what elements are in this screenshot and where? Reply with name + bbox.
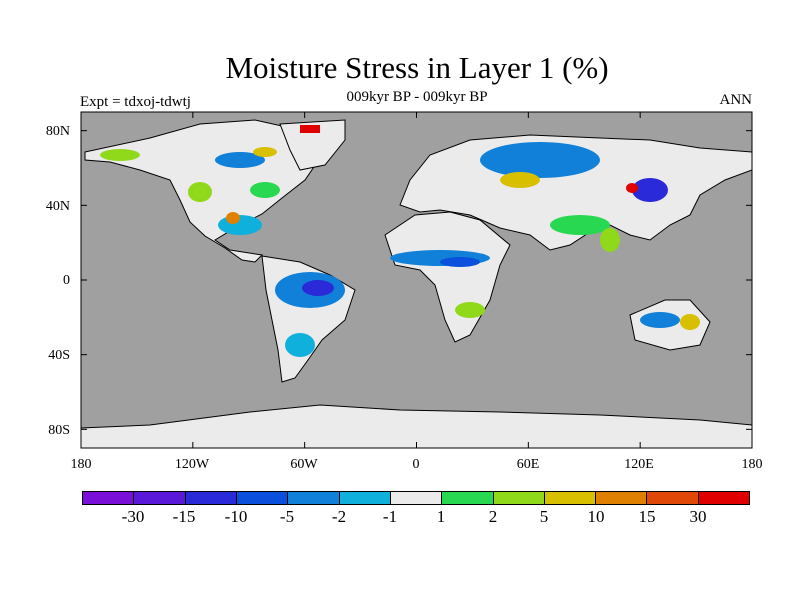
colorbar-swatch (185, 492, 237, 504)
y-tick-label: 0 (63, 273, 70, 288)
colorbar-label: -1 (382, 507, 398, 526)
landmass-antarctica (81, 404, 752, 448)
y-tick-label: 40N (45, 199, 70, 214)
landmass-greenland (279, 119, 346, 171)
colorbar-swatch (493, 492, 545, 504)
colorbar-swatch (288, 492, 340, 504)
colorbar-label: -5 (279, 507, 295, 526)
anomaly-mexico-orange (226, 212, 240, 224)
x-tick-label: 0 (412, 457, 420, 472)
anomaly-canada-yellow (253, 147, 277, 157)
anomaly-greenland-red (300, 125, 320, 133)
colorbar-swatch (390, 492, 443, 504)
y-tick-label: 80N (45, 124, 70, 139)
anomaly-patagonia (285, 333, 315, 357)
colorbar-label: 15 (638, 507, 656, 526)
anomaly-western-usa (188, 182, 212, 202)
colorbar (82, 491, 750, 505)
anomaly-australia-blue (640, 312, 680, 328)
anomaly-india (600, 228, 620, 252)
colorbar-swatch (544, 492, 597, 504)
anomaly-australia-yellow (680, 314, 700, 330)
experiment-label: Expt = tdxoj-tdwtj (80, 94, 191, 110)
colorbar-swatch (442, 492, 494, 504)
colorbar-swatch (647, 492, 699, 504)
colorbar-label: 1 (436, 507, 446, 526)
colorbar-label: 2 (488, 507, 498, 526)
colorbar-swatch (236, 492, 289, 504)
y-tick-label: 40S (48, 348, 70, 363)
x-tick-label: 180 (70, 457, 92, 472)
season-label: ANN (719, 92, 753, 108)
anomaly-southern-africa (455, 302, 485, 318)
colorbar-label: -10 (224, 507, 248, 526)
colorbar-swatch (83, 492, 135, 504)
x-tick-label: 60W (290, 457, 318, 472)
anomaly-eastern-usa (250, 182, 280, 198)
colorbar-label: -2 (331, 507, 347, 526)
anomaly-amazon-core (302, 280, 334, 296)
colorbar-label: 10 (587, 507, 605, 526)
y-tick-label: 80S (48, 423, 70, 438)
colorbar-label: -15 (172, 507, 196, 526)
anomaly-central-asia-yellow (500, 172, 540, 188)
colorbar-swatch (698, 492, 750, 504)
colorbar-swatch (596, 492, 648, 504)
x-tick-label: 180 (741, 457, 763, 472)
anomaly-tibet-green (550, 215, 610, 235)
map-subtitle: 009kyr BP - 009kyr BP (346, 89, 488, 105)
map-title: Moisture Stress in Layer 1 (%) (225, 50, 609, 85)
colorbar-label: 5 (539, 507, 549, 526)
anomaly-alaska (100, 149, 140, 161)
colorbar-label: 30 (689, 507, 707, 526)
colorbar-label: -30 (121, 507, 145, 526)
anomaly-siberia-blue (480, 142, 600, 178)
x-tick-label: 120W (174, 457, 210, 472)
x-tick-label: 60E (516, 457, 540, 472)
anomaly-canada (215, 152, 265, 168)
x-tick-label: 120E (624, 457, 654, 472)
anomaly-sahel-core (440, 257, 480, 267)
colorbar-swatch (339, 492, 391, 504)
anomaly-east-asia-purple (632, 178, 668, 202)
colorbar-swatch (134, 492, 186, 504)
anomaly-east-asia-red (626, 183, 638, 193)
